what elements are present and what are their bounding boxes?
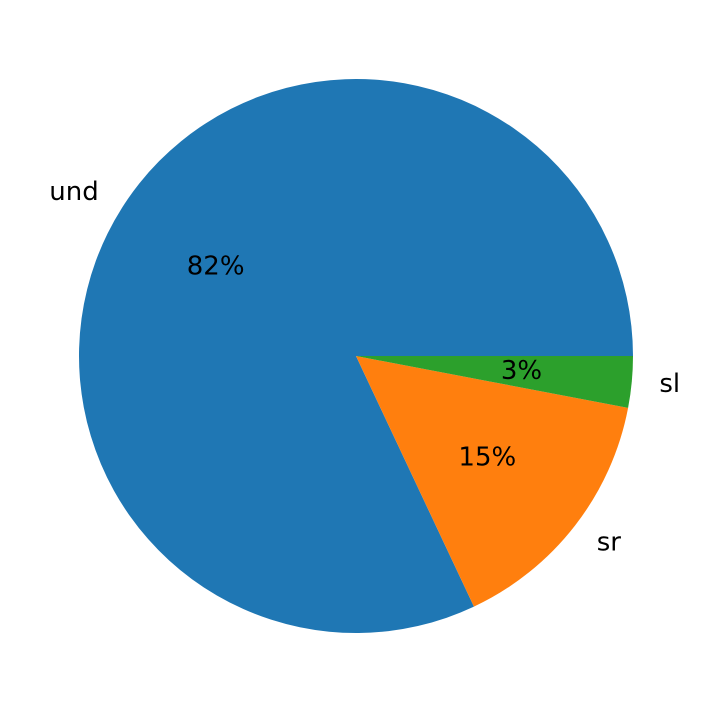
value-label: 3%: [501, 356, 542, 386]
slice-label: und: [49, 177, 98, 207]
pie-slice: [356, 356, 633, 408]
slice-label: sl: [659, 369, 680, 399]
slice-label: sr: [597, 527, 622, 557]
value-label: 15%: [458, 442, 516, 472]
pie-slice: [356, 356, 629, 607]
pie-slice: [78, 78, 634, 633]
value-label: 82%: [187, 251, 245, 281]
